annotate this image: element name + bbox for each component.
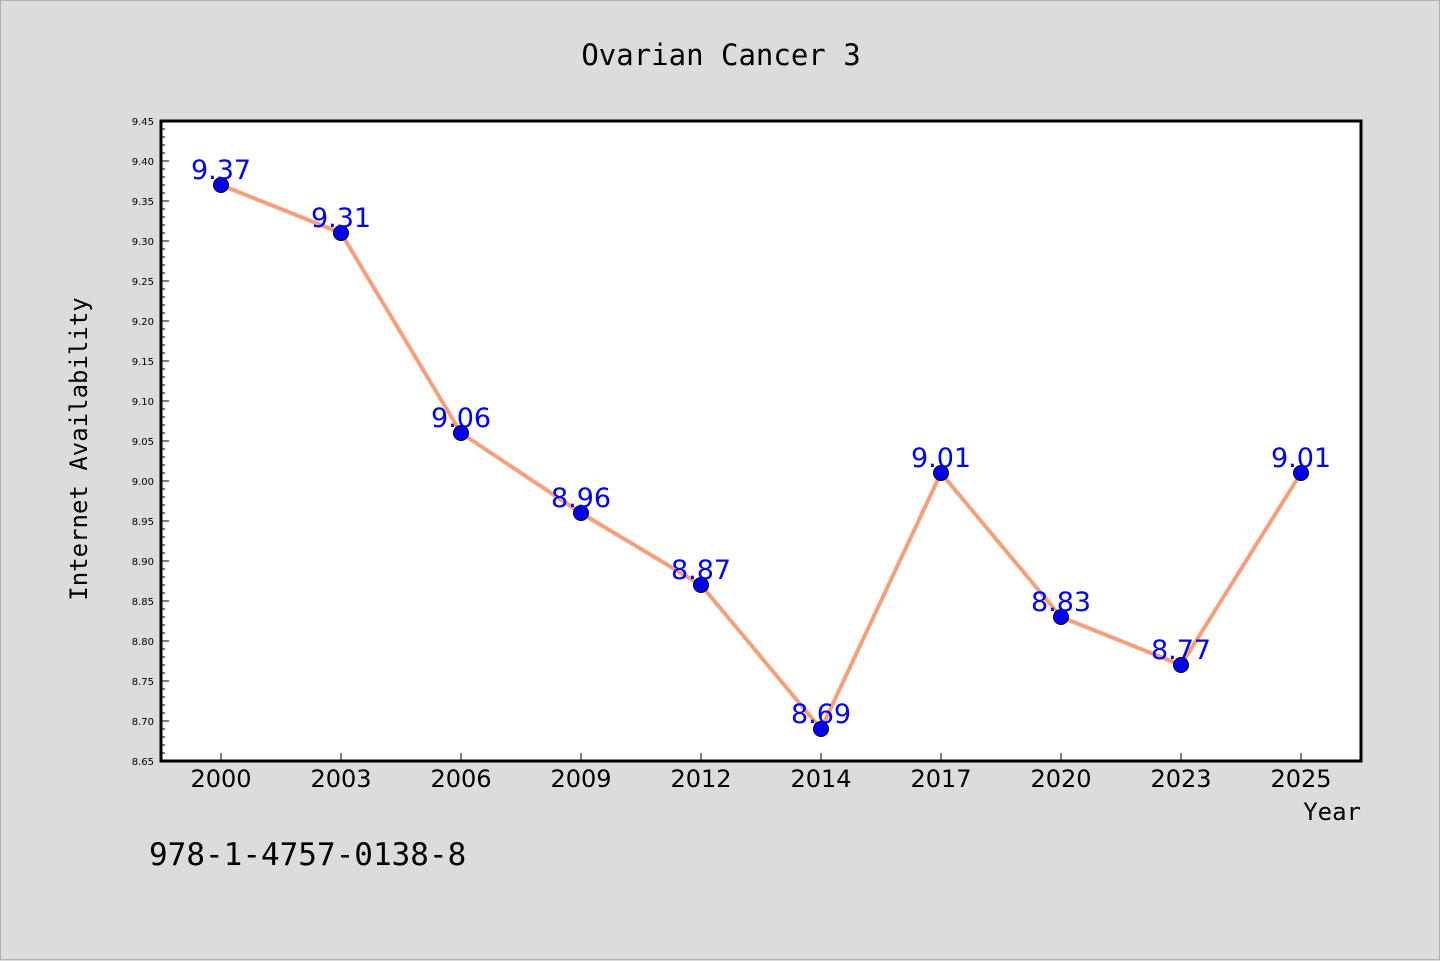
- data-point: [693, 577, 709, 593]
- x-tick-label: 2000: [190, 765, 251, 793]
- x-tick-label: 2017: [910, 765, 971, 793]
- data-label: 8.87: [671, 555, 731, 586]
- y-tick-label: 8.90: [132, 557, 154, 568]
- x-tick-label: 2006: [430, 765, 491, 793]
- data-point: [813, 721, 829, 737]
- y-tick-label: 9.15: [132, 357, 154, 368]
- data-label: 9.37: [191, 155, 251, 186]
- data-label: 8.69: [791, 699, 851, 730]
- data-point: [213, 177, 229, 193]
- data-label: 8.96: [551, 483, 611, 514]
- y-axis-label: Internet Availability: [65, 297, 93, 600]
- y-tick-label: 9.40: [132, 157, 154, 168]
- data-label: 9.01: [1271, 443, 1331, 474]
- chart-title: Ovarian Cancer 3: [581, 38, 860, 72]
- y-tick-label: 8.85: [132, 597, 154, 608]
- data-label: 9.06: [431, 403, 491, 434]
- data-label: 9.31: [311, 203, 371, 234]
- x-tick-label: 2009: [550, 765, 611, 793]
- data-point: [1053, 609, 1069, 625]
- y-tick-label: 9.10: [132, 397, 154, 408]
- x-tick-label: 2025: [1270, 765, 1331, 793]
- y-tick-label: 9.30: [132, 237, 154, 248]
- data-point: [333, 225, 349, 241]
- data-point: [1293, 465, 1309, 481]
- y-tick-label: 8.65: [132, 757, 154, 768]
- isbn-text: 978-1-4757-0138-8: [149, 837, 466, 873]
- data-label: 8.77: [1151, 635, 1211, 666]
- y-tick-label: 8.80: [132, 637, 154, 648]
- y-tick-label: 9.00: [132, 477, 154, 488]
- y-tick-label: 9.25: [132, 277, 154, 288]
- x-tick-label: 2003: [310, 765, 371, 793]
- data-label: 9.01: [911, 443, 971, 474]
- y-tick-label: 8.95: [132, 517, 154, 528]
- y-tick-label: 9.45: [132, 117, 154, 128]
- y-tick-label: 9.05: [132, 437, 154, 448]
- series-line: [220, 183, 1303, 731]
- data-point: [1173, 657, 1189, 673]
- y-axis-ticks: 8.65 8.70 8.75 8.80 8.85 8.90 8.95 9.00 9.05 9.10…: [132, 117, 169, 768]
- y-tick-label: 9.35: [132, 197, 154, 208]
- x-tick-label: 2012: [670, 765, 731, 793]
- y-tick-label: 8.75: [132, 677, 154, 688]
- x-tick-label: 2023: [1150, 765, 1211, 793]
- data-point: [573, 505, 589, 521]
- data-point: [453, 425, 469, 441]
- y-tick-label: 9.20: [132, 317, 154, 328]
- series-markers: [213, 177, 1309, 737]
- data-point: [933, 465, 949, 481]
- data-label: 8.83: [1031, 587, 1091, 618]
- data-labels: 9.37 9.31 9.06 8.96 8.87 8.69 9.01 8.83 8.77 9.01: [191, 155, 1331, 730]
- x-axis-label: Year: [1303, 798, 1361, 826]
- y-tick-label: 8.70: [132, 717, 154, 728]
- x-tick-label: 2014: [790, 765, 851, 793]
- x-axis-ticks: 2000 2003 2006 2009 2012 2014 2017 2020 2023 2025: [190, 753, 1332, 793]
- x-tick-label: 2020: [1030, 765, 1091, 793]
